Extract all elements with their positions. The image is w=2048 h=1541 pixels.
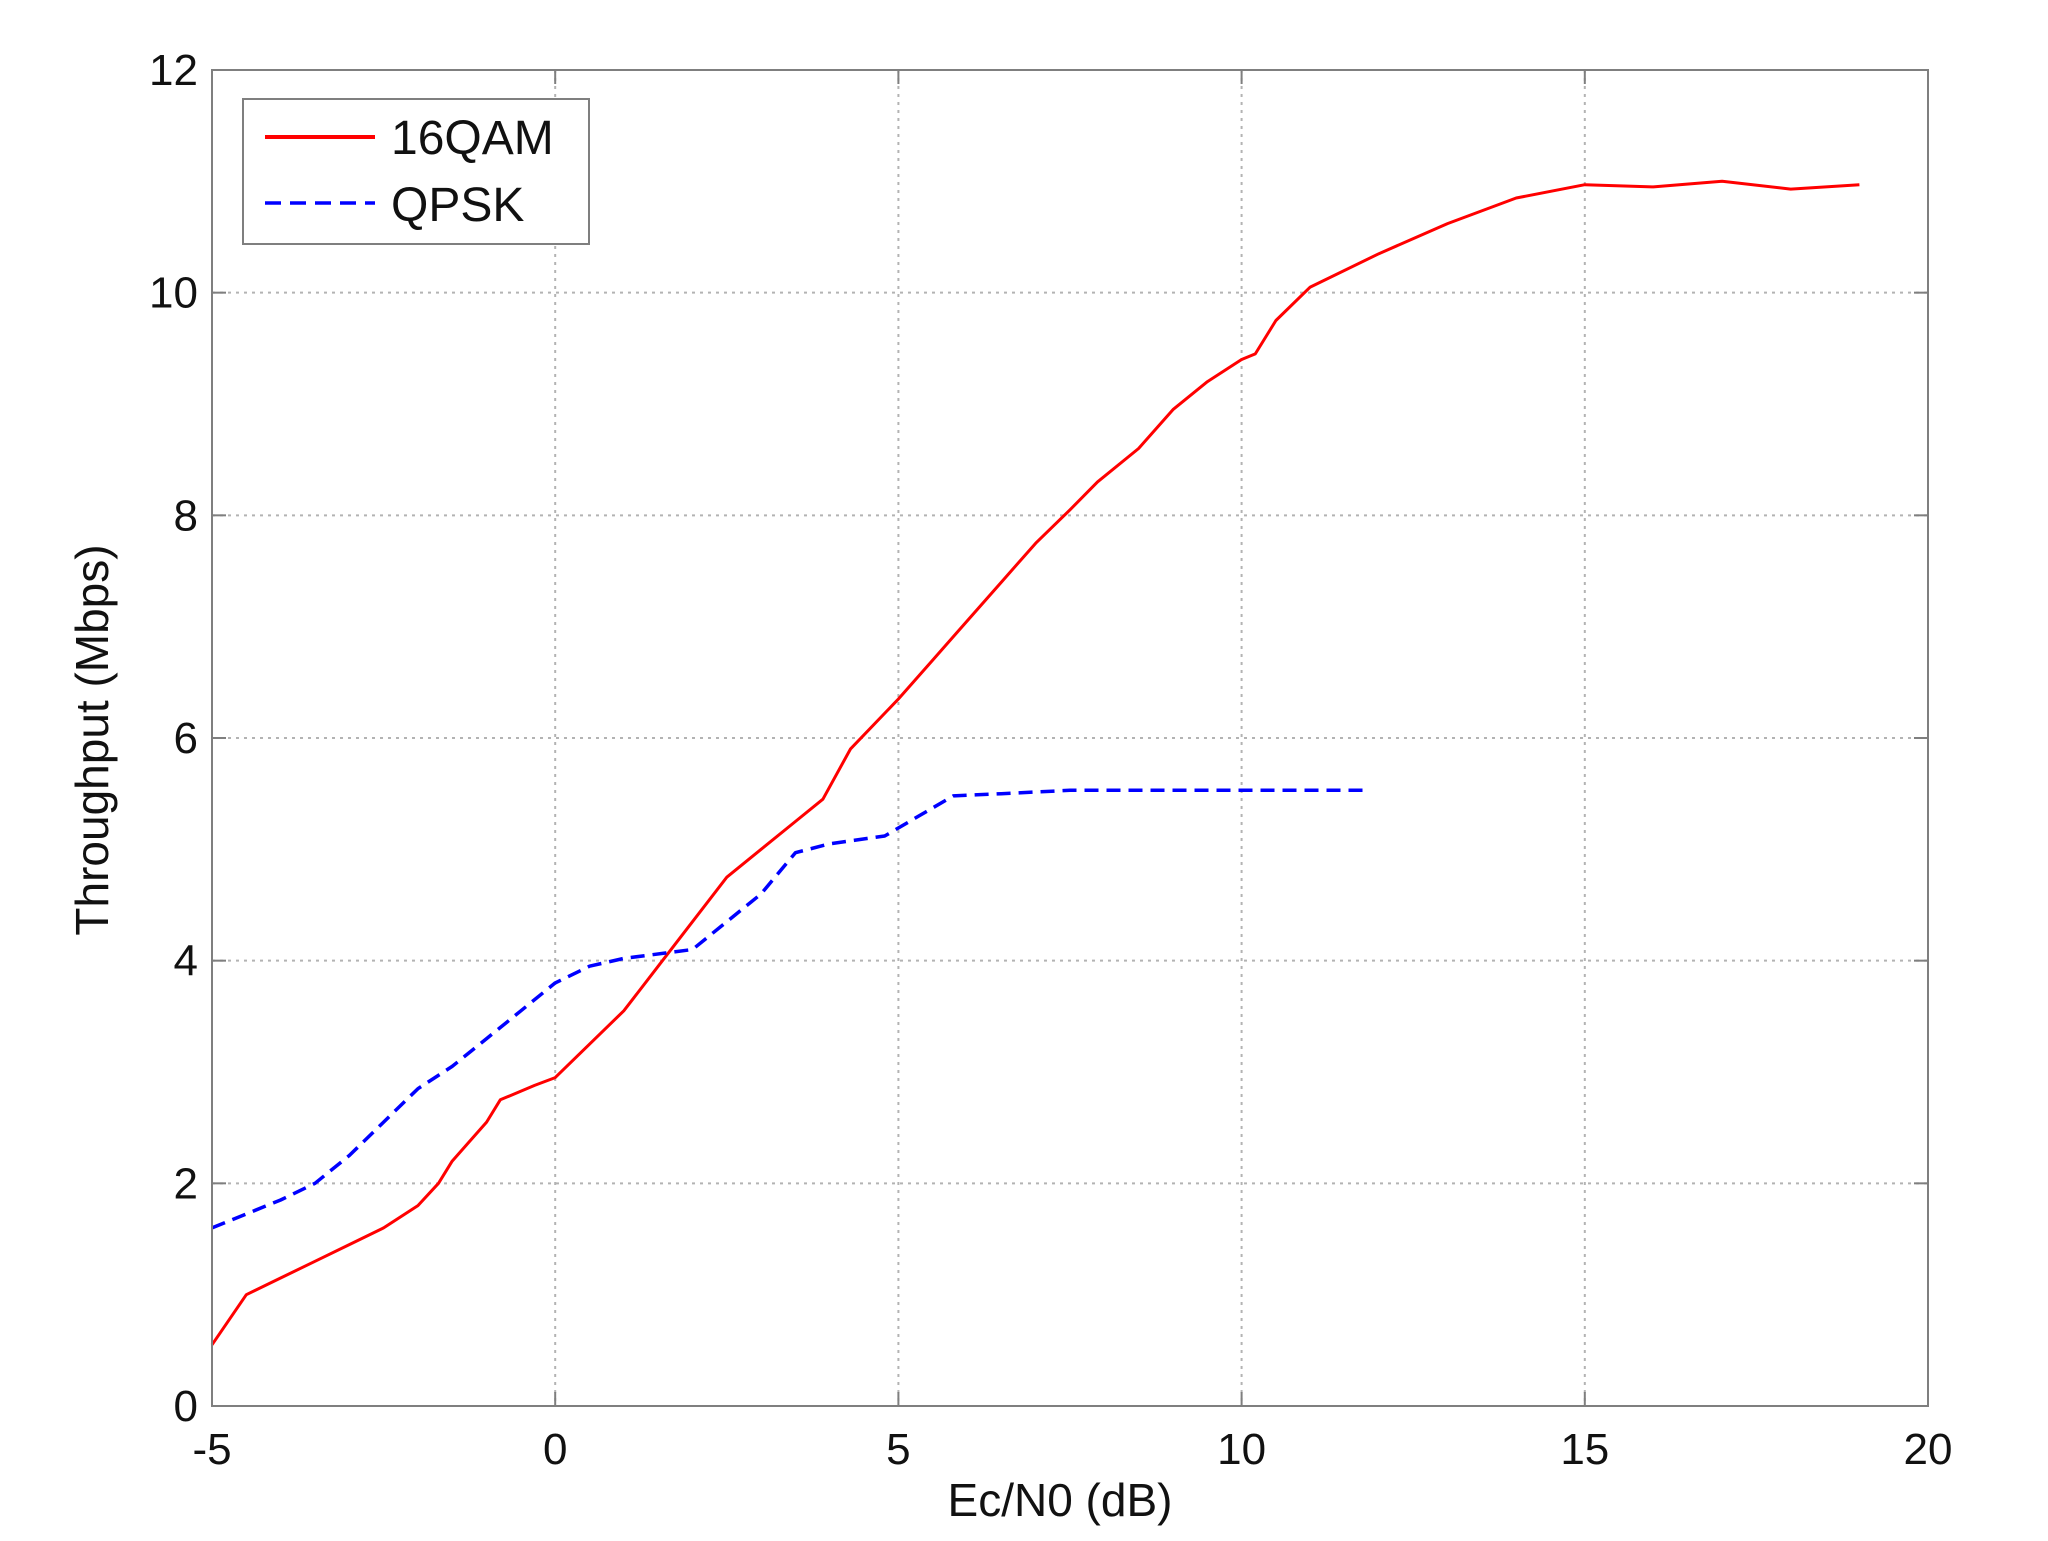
y-tick-label: 8 <box>174 491 198 540</box>
y-axis-label: Throughput (Mbps) <box>66 544 118 935</box>
x-tick-label: -5 <box>192 1425 231 1474</box>
legend-label-16qam: 16QAM <box>391 112 554 165</box>
y-tick-label: 4 <box>174 937 198 986</box>
x-tick-label: 15 <box>1560 1425 1609 1474</box>
x-tick-label: 5 <box>886 1425 910 1474</box>
y-tick-label: 0 <box>174 1382 198 1431</box>
legend-box <box>242 98 590 245</box>
series-layer <box>210 179 1860 1346</box>
x-tick-label: 20 <box>1904 1425 1953 1474</box>
grid-layer <box>212 70 1928 1406</box>
y-tick-label: 2 <box>174 1159 198 1208</box>
y-tick-label: 6 <box>174 714 198 763</box>
series-line-16qam <box>210 179 1860 1346</box>
series-line-qpsk <box>211 788 1366 1230</box>
x-tick-label: 0 <box>543 1425 567 1474</box>
legend: 16QAM QPSK <box>242 98 590 245</box>
y-tick-label: 12 <box>149 46 198 95</box>
x-axis-label: Ec/N0 (dB) <box>948 1474 1173 1526</box>
x-tick-label: 10 <box>1217 1425 1266 1474</box>
legend-label-qpsk: QPSK <box>391 179 524 232</box>
y-tick-label: 10 <box>149 269 198 318</box>
